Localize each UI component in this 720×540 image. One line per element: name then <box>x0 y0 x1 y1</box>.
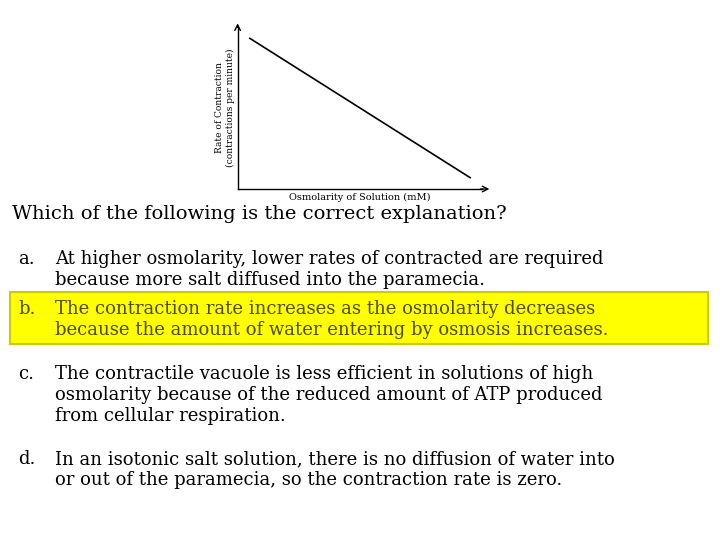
Text: At higher osmolarity, lower rates of contracted are required
because more salt d: At higher osmolarity, lower rates of con… <box>55 250 603 289</box>
Text: In an isotonic salt solution, there is no diffusion of water into
or out of the : In an isotonic salt solution, there is n… <box>55 450 615 489</box>
Text: c.: c. <box>18 365 34 383</box>
Text: The contraction rate increases as the osmolarity decreases
because the amount of: The contraction rate increases as the os… <box>55 300 608 339</box>
Text: Which of the following is the correct explanation?: Which of the following is the correct ex… <box>12 205 507 223</box>
FancyBboxPatch shape <box>10 292 708 344</box>
Text: b.: b. <box>18 300 35 318</box>
Text: a.: a. <box>18 250 35 268</box>
Y-axis label: Rate of Contraction
(contractions per minute): Rate of Contraction (contractions per mi… <box>215 49 235 167</box>
Text: The contractile vacuole is less efficient in solutions of high
osmolarity becaus: The contractile vacuole is less efficien… <box>55 365 603 424</box>
Text: d.: d. <box>18 450 35 468</box>
X-axis label: Osmolarity of Solution (mM): Osmolarity of Solution (mM) <box>289 193 431 202</box>
